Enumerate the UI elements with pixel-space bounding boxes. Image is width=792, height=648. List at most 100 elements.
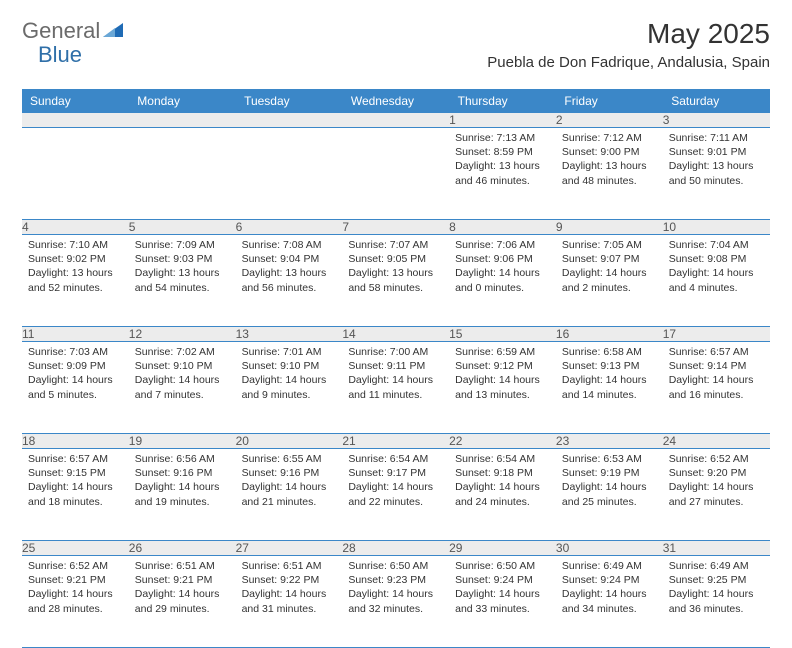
day-cell: Sunrise: 7:04 AMSunset: 9:08 PMDaylight:… [663,235,770,327]
sunrise-text: Sunrise: 6:59 AM [455,345,550,359]
day-cell: Sunrise: 6:54 AMSunset: 9:18 PMDaylight:… [449,449,556,541]
daylight-text: Daylight: 14 hours and 11 minutes. [348,373,443,401]
day-number-cell: 16 [556,327,663,342]
day-cell: Sunrise: 7:01 AMSunset: 9:10 PMDaylight:… [236,342,343,434]
day-number-cell: 4 [22,220,129,235]
sunrise-text: Sunrise: 6:54 AM [348,452,443,466]
daylight-text: Daylight: 14 hours and 28 minutes. [28,587,123,615]
daylight-text: Daylight: 14 hours and 7 minutes. [135,373,230,401]
sunset-text: Sunset: 9:17 PM [348,466,443,480]
sunrise-text: Sunrise: 6:57 AM [669,345,764,359]
day-cell: Sunrise: 7:03 AMSunset: 9:09 PMDaylight:… [22,342,129,434]
daylight-text: Daylight: 14 hours and 22 minutes. [348,480,443,508]
sunset-text: Sunset: 9:12 PM [455,359,550,373]
day-cell: Sunrise: 6:52 AMSunset: 9:20 PMDaylight:… [663,449,770,541]
sunrise-text: Sunrise: 7:01 AM [242,345,337,359]
title-block: May 2025 Puebla de Don Fadrique, Andalus… [487,18,770,71]
day-cell [22,128,129,220]
day-number-cell: 23 [556,434,663,449]
weekday-header: Saturday [663,89,770,113]
day-content: Sunrise: 6:57 AMSunset: 9:14 PMDaylight:… [663,342,770,408]
sunset-text: Sunset: 9:21 PM [28,573,123,587]
sunset-text: Sunset: 9:21 PM [135,573,230,587]
day-number-cell: 24 [663,434,770,449]
sunset-text: Sunset: 9:05 PM [348,252,443,266]
day-cell: Sunrise: 7:05 AMSunset: 9:07 PMDaylight:… [556,235,663,327]
daylight-text: Daylight: 14 hours and 34 minutes. [562,587,657,615]
sunrise-text: Sunrise: 7:05 AM [562,238,657,252]
day-number-cell: 15 [449,327,556,342]
weekday-header: Tuesday [236,89,343,113]
sunrise-text: Sunrise: 7:12 AM [562,131,657,145]
day-number-cell [129,113,236,128]
day-number-cell: 30 [556,541,663,556]
day-number-cell: 6 [236,220,343,235]
daylight-text: Daylight: 14 hours and 32 minutes. [348,587,443,615]
sunrise-text: Sunrise: 6:50 AM [348,559,443,573]
day-content: Sunrise: 6:58 AMSunset: 9:13 PMDaylight:… [556,342,663,408]
sunrise-text: Sunrise: 7:04 AM [669,238,764,252]
day-content: Sunrise: 7:01 AMSunset: 9:10 PMDaylight:… [236,342,343,408]
sunrise-text: Sunrise: 7:08 AM [242,238,337,252]
day-cell: Sunrise: 6:55 AMSunset: 9:16 PMDaylight:… [236,449,343,541]
day-number-cell: 28 [342,541,449,556]
day-content: Sunrise: 6:56 AMSunset: 9:16 PMDaylight:… [129,449,236,515]
sunset-text: Sunset: 9:13 PM [562,359,657,373]
daylight-text: Daylight: 14 hours and 33 minutes. [455,587,550,615]
day-number-cell: 12 [129,327,236,342]
day-cell: Sunrise: 6:50 AMSunset: 9:23 PMDaylight:… [342,556,449,648]
sunrise-text: Sunrise: 7:09 AM [135,238,230,252]
daylight-text: Daylight: 13 hours and 52 minutes. [28,266,123,294]
sunset-text: Sunset: 9:24 PM [455,573,550,587]
daylight-text: Daylight: 13 hours and 58 minutes. [348,266,443,294]
sunrise-text: Sunrise: 6:49 AM [562,559,657,573]
day-cell: Sunrise: 6:51 AMSunset: 9:22 PMDaylight:… [236,556,343,648]
day-cell: Sunrise: 7:08 AMSunset: 9:04 PMDaylight:… [236,235,343,327]
day-content: Sunrise: 7:08 AMSunset: 9:04 PMDaylight:… [236,235,343,301]
day-cell: Sunrise: 7:02 AMSunset: 9:10 PMDaylight:… [129,342,236,434]
day-content: Sunrise: 7:11 AMSunset: 9:01 PMDaylight:… [663,128,770,194]
page-title: May 2025 [487,18,770,50]
day-number-cell: 18 [22,434,129,449]
day-cell: Sunrise: 6:52 AMSunset: 9:21 PMDaylight:… [22,556,129,648]
sunset-text: Sunset: 9:23 PM [348,573,443,587]
sunrise-text: Sunrise: 7:10 AM [28,238,123,252]
day-number-cell: 17 [663,327,770,342]
day-number-cell: 31 [663,541,770,556]
sunset-text: Sunset: 9:15 PM [28,466,123,480]
daylight-text: Daylight: 14 hours and 24 minutes. [455,480,550,508]
daylight-text: Daylight: 14 hours and 19 minutes. [135,480,230,508]
day-number-cell: 26 [129,541,236,556]
sunset-text: Sunset: 9:16 PM [242,466,337,480]
day-cell: Sunrise: 7:11 AMSunset: 9:01 PMDaylight:… [663,128,770,220]
day-content: Sunrise: 6:57 AMSunset: 9:15 PMDaylight:… [22,449,129,515]
day-content: Sunrise: 7:10 AMSunset: 9:02 PMDaylight:… [22,235,129,301]
brand-part1: General [22,18,100,44]
day-number-cell: 25 [22,541,129,556]
sunrise-text: Sunrise: 6:57 AM [28,452,123,466]
day-content: Sunrise: 7:03 AMSunset: 9:09 PMDaylight:… [22,342,129,408]
sunset-text: Sunset: 9:01 PM [669,145,764,159]
day-cell: Sunrise: 6:53 AMSunset: 9:19 PMDaylight:… [556,449,663,541]
sunset-text: Sunset: 9:09 PM [28,359,123,373]
sunrise-text: Sunrise: 6:49 AM [669,559,764,573]
day-number-cell: 5 [129,220,236,235]
daylight-text: Daylight: 14 hours and 18 minutes. [28,480,123,508]
daylight-text: Daylight: 14 hours and 0 minutes. [455,266,550,294]
daylight-text: Daylight: 14 hours and 27 minutes. [669,480,764,508]
day-cell: Sunrise: 7:10 AMSunset: 9:02 PMDaylight:… [22,235,129,327]
sunrise-text: Sunrise: 7:11 AM [669,131,764,145]
daylight-text: Daylight: 13 hours and 48 minutes. [562,159,657,187]
sunset-text: Sunset: 9:24 PM [562,573,657,587]
sunset-text: Sunset: 8:59 PM [455,145,550,159]
day-number-cell: 10 [663,220,770,235]
day-content-row: Sunrise: 6:52 AMSunset: 9:21 PMDaylight:… [22,556,770,648]
sunset-text: Sunset: 9:04 PM [242,252,337,266]
sunset-text: Sunset: 9:00 PM [562,145,657,159]
sunrise-text: Sunrise: 7:00 AM [348,345,443,359]
sunset-text: Sunset: 9:02 PM [28,252,123,266]
day-number-row: 25262728293031 [22,541,770,556]
daylight-text: Daylight: 14 hours and 16 minutes. [669,373,764,401]
day-cell: Sunrise: 6:59 AMSunset: 9:12 PMDaylight:… [449,342,556,434]
day-content: Sunrise: 6:55 AMSunset: 9:16 PMDaylight:… [236,449,343,515]
